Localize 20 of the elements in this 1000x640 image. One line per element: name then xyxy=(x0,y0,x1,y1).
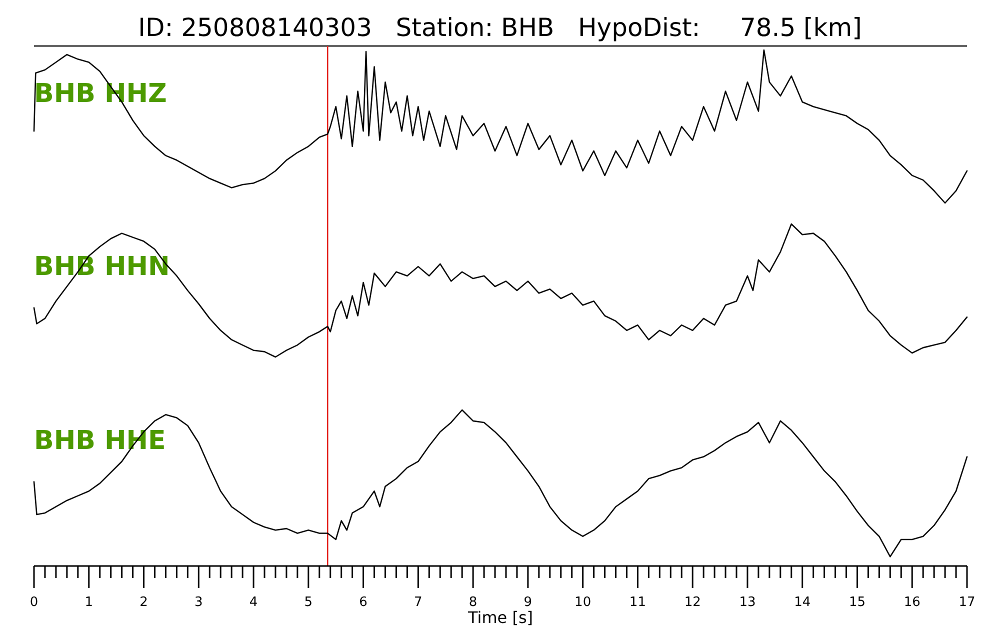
x-tick-label: 2 xyxy=(140,595,148,610)
x-tick-label: 13 xyxy=(739,595,756,610)
x-tick-label: 12 xyxy=(684,595,701,610)
x-tick-label: 3 xyxy=(194,595,203,610)
x-axis-title: Time [s] xyxy=(466,608,534,627)
x-tick-label: 15 xyxy=(848,595,866,610)
x-tick-label: 17 xyxy=(958,595,976,610)
chart-title: ID: 250808140303 Station: BHB HypoDist: 78.5 [km] xyxy=(138,13,862,42)
x-tick-label: 9 xyxy=(524,595,532,610)
x-tick-label: 8 xyxy=(468,595,478,610)
x-tick-label: 14 xyxy=(794,595,811,610)
x-tick-label: 0 xyxy=(30,595,38,610)
x-tick-label: 1 xyxy=(84,595,94,610)
x-tick-label: 6 xyxy=(359,595,368,610)
x-tick-label: 10 xyxy=(574,595,592,610)
x-tick-label: 5 xyxy=(304,595,313,610)
x-tick-label: 11 xyxy=(629,595,646,610)
x-tick-label: 7 xyxy=(414,595,422,610)
x-tick-label: 4 xyxy=(249,595,258,610)
x-tick-label: 16 xyxy=(904,595,920,610)
